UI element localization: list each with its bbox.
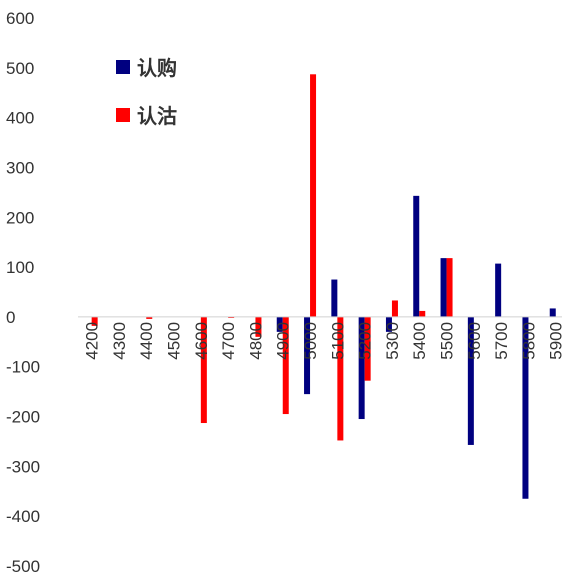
- x-tick-label: 4600: [192, 322, 211, 360]
- bar-put: [446, 258, 453, 317]
- bar-call: [276, 316, 283, 332]
- y-tick-label: 500: [6, 59, 34, 78]
- x-tick-label: 5800: [519, 322, 538, 360]
- bar-call: [467, 316, 474, 445]
- bar-put: [200, 316, 207, 424]
- y-tick-label: 400: [6, 109, 34, 128]
- x-tick-label: 5300: [383, 322, 402, 360]
- y-tick-label: 0: [6, 308, 15, 327]
- bar-put: [419, 310, 426, 317]
- y-tick-label: 300: [6, 158, 34, 177]
- x-tick-label: 5900: [547, 322, 562, 360]
- y-tick-label: -400: [6, 507, 40, 526]
- y-tick-label: 200: [6, 208, 34, 227]
- bar-call: [522, 316, 529, 499]
- x-axis: 4200 4300 4400 4500 4600 4700 4800 4900 5000 5100…: [83, 322, 562, 360]
- x-tick-label: 5200: [356, 322, 375, 360]
- bar-put: [282, 316, 289, 415]
- bars: [91, 74, 556, 499]
- x-tick-label: 5400: [410, 322, 429, 360]
- bar-put: [146, 316, 153, 319]
- y-tick-label: 100: [6, 258, 34, 277]
- x-tick-label: 4700: [219, 322, 238, 360]
- legend: 认购 认沽: [116, 56, 177, 128]
- bar-call: [304, 316, 311, 395]
- bar-call: [413, 195, 420, 317]
- bar-call: [358, 316, 365, 420]
- legend-swatch-put: [116, 108, 130, 122]
- bar-put: [310, 74, 317, 317]
- x-tick-label: 4400: [137, 322, 156, 360]
- x-tick-label: 4900: [274, 322, 293, 360]
- bar-call: [331, 279, 338, 317]
- bar-call: [549, 308, 556, 317]
- y-tick-label: -300: [6, 457, 40, 476]
- legend-label-call: 认购: [137, 56, 177, 80]
- y-tick-label: -200: [6, 408, 40, 427]
- x-tick-label: 5600: [465, 322, 484, 360]
- bar-call: [440, 258, 447, 317]
- y-tick-label: -500: [6, 557, 40, 576]
- x-tick-label: 5500: [438, 322, 457, 360]
- y-tick-label: 600: [6, 9, 34, 28]
- x-tick-label: 5000: [301, 322, 320, 360]
- y-tick-label: -100: [6, 358, 40, 377]
- bar-put: [364, 316, 371, 381]
- x-tick-label: 5100: [328, 322, 347, 360]
- x-tick-label: 5700: [492, 322, 511, 360]
- x-tick-label: 4500: [165, 322, 184, 360]
- x-tick-label: 4200: [83, 322, 102, 360]
- x-tick-label: 4300: [110, 322, 129, 360]
- bar-put: [391, 300, 398, 317]
- legend-label-put: 认沽: [137, 104, 177, 128]
- bar-put: [91, 316, 98, 326]
- bar-put: [255, 316, 262, 337]
- bar-put: [337, 316, 344, 441]
- bar-call: [385, 316, 392, 332]
- bar-call: [495, 263, 502, 317]
- legend-swatch-call: [116, 60, 130, 74]
- x-tick-label: 4800: [246, 322, 265, 360]
- y-axis: 600 500 400 300 200 100 0 -100 -200 -300 -400 -500: [6, 9, 40, 576]
